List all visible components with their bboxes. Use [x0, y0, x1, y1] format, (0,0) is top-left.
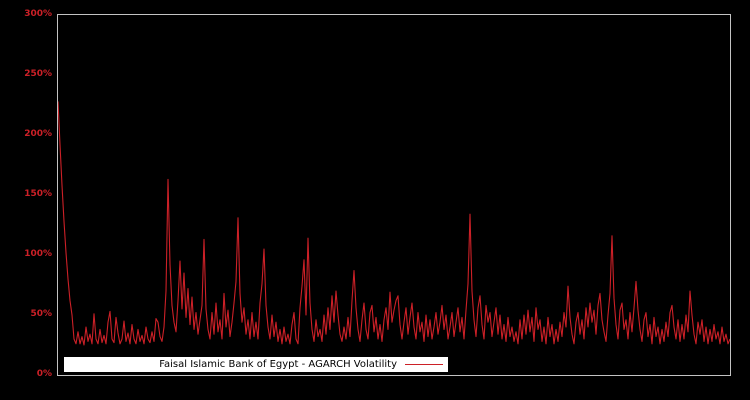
y-tick-label: 50% — [30, 309, 52, 319]
legend-line-sample-icon — [405, 364, 443, 365]
y-tick-label: 250% — [24, 69, 52, 79]
volatility-line-svg — [58, 101, 730, 346]
legend: Faisal Islamic Bank of Egypt - AGARCH Vo… — [64, 357, 448, 372]
y-tick-label: 150% — [24, 189, 52, 199]
y-axis: 0% 50% 100% 150% 200% 250% 300% — [0, 0, 52, 400]
y-tick-label: 200% — [24, 129, 52, 139]
y-tick-label: 300% — [24, 9, 52, 19]
y-tick-label: 100% — [24, 249, 52, 259]
plot-area: Faisal Islamic Bank of Egypt - AGARCH Vo… — [57, 14, 731, 376]
volatility-line — [58, 101, 730, 346]
legend-label: Faisal Islamic Bank of Egypt - AGARCH Vo… — [159, 359, 397, 370]
y-tick-label: 0% — [36, 369, 52, 379]
